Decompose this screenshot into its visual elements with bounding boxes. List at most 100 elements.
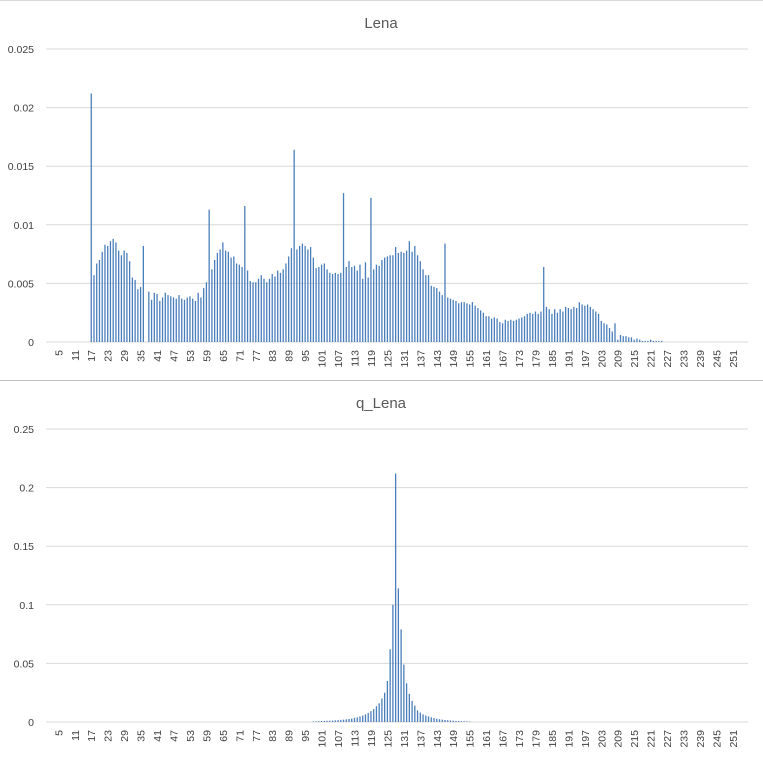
x-tick-label: 245 [711, 350, 723, 368]
histogram-bars [312, 473, 471, 722]
x-tick-label: 245 [711, 730, 723, 748]
x-tick-label: 251 [728, 730, 740, 748]
x-tick-label: 11 [70, 730, 82, 741]
y-gridlines [46, 48, 748, 343]
x-tick-label: 107 [333, 350, 345, 368]
x-tick-label: 137 [415, 730, 427, 748]
x-tick-label: 101 [317, 730, 329, 748]
x-tick-label: 47 [169, 730, 181, 742]
x-tick-label: 59 [201, 730, 213, 742]
x-tick-label: 143 [432, 350, 444, 368]
y-axis-ticks: 0 0.05 0.1 0.15 0.2 0.25 [14, 424, 35, 729]
x-tick-label: 89 [284, 350, 296, 362]
x-axis-ticks: 5 11 17 23 29 35 41 47 53 59 65 71 77 83 89 95 101 107 113… [53, 350, 740, 368]
x-tick-label: 119 [366, 350, 378, 367]
x-tick-label: 155 [465, 350, 477, 368]
top-border [0, 0, 763, 1]
x-tick-label: 221 [646, 350, 658, 368]
x-tick-label: 11 [70, 350, 82, 361]
x-tick-label: 251 [728, 350, 740, 368]
x-tick-label: 137 [415, 350, 427, 368]
x-tick-label: 35 [136, 730, 148, 742]
x-tick-label: 149 [448, 730, 460, 748]
x-tick-label: 17 [86, 730, 98, 742]
x-tick-label: 77 [251, 730, 263, 742]
x-tick-label: 227 [662, 730, 674, 748]
q-lena-histogram-chart: q_Lena 0 0.05 0.1 0.15 0.2 0.25 5 11 17 23 29 35 41… [0, 381, 763, 760]
x-tick-label: 179 [530, 730, 542, 748]
chart-divider [0, 380, 763, 381]
x-tick-label: 143 [432, 730, 444, 748]
y-tick-label: 0.1 [19, 600, 34, 612]
x-tick-label: 125 [382, 730, 394, 748]
x-tick-label: 209 [613, 730, 625, 748]
x-tick-label: 215 [629, 730, 641, 748]
x-tick-label: 203 [596, 730, 608, 748]
x-tick-label: 197 [580, 730, 592, 748]
x-tick-label: 167 [498, 730, 510, 748]
x-tick-label: 239 [695, 350, 707, 368]
x-tick-label: 131 [399, 350, 411, 368]
y-gridlines [46, 428, 748, 723]
x-tick-label: 161 [481, 730, 493, 748]
x-tick-label: 233 [679, 350, 691, 368]
x-tick-label: 71 [234, 350, 246, 362]
y-tick-label: 0.25 [14, 424, 35, 436]
x-tick-label: 191 [563, 730, 575, 748]
x-tick-label: 155 [465, 730, 477, 748]
x-tick-label: 203 [596, 350, 608, 368]
x-tick-label: 41 [152, 350, 164, 362]
x-tick-label: 83 [267, 730, 279, 742]
y-tick-label: 0.025 [8, 44, 34, 56]
y-tick-label: 0.02 [14, 103, 35, 115]
x-tick-label: 113 [349, 730, 361, 747]
x-tick-label: 65 [218, 730, 230, 742]
x-tick-label: 239 [695, 730, 707, 748]
x-tick-label: 113 [349, 350, 361, 367]
x-tick-label: 125 [382, 350, 394, 368]
x-tick-label: 191 [563, 350, 575, 368]
x-tick-label: 35 [136, 350, 148, 362]
x-tick-label: 131 [399, 730, 411, 748]
x-tick-label: 83 [267, 350, 279, 362]
x-tick-label: 23 [103, 350, 115, 362]
x-tick-label: 185 [547, 350, 559, 368]
x-tick-label: 71 [234, 730, 246, 742]
y-tick-label: 0.005 [8, 278, 34, 290]
x-tick-label: 149 [448, 350, 460, 368]
x-tick-label: 29 [119, 350, 131, 362]
x-tick-label: 95 [300, 730, 312, 742]
x-tick-label: 233 [679, 730, 691, 748]
x-tick-label: 53 [185, 350, 197, 362]
y-tick-label: 0.015 [8, 161, 34, 173]
x-tick-label: 53 [185, 730, 197, 742]
histogram-bars [90, 93, 663, 342]
x-tick-label: 47 [169, 350, 181, 362]
x-axis-ticks: 5 11 17 23 29 35 41 47 53 59 65 71 77 83 89 95 101 107 113… [53, 730, 740, 748]
chart-title: Lena [364, 15, 398, 32]
x-tick-label: 197 [580, 350, 592, 368]
x-tick-label: 209 [613, 350, 625, 368]
x-tick-label: 95 [300, 350, 312, 362]
x-tick-label: 5 [53, 350, 65, 356]
y-tick-label: 0 [28, 337, 34, 349]
y-tick-label: 0.15 [14, 541, 35, 553]
y-tick-label: 0.05 [14, 658, 35, 670]
x-tick-label: 59 [201, 350, 213, 362]
y-tick-label: 0.2 [19, 483, 34, 495]
q-lena-histogram-svg: q_Lena 0 0.05 0.1 0.15 0.2 0.25 5 11 17 23 29 35 41… [14, 395, 748, 748]
x-tick-label: 119 [366, 730, 378, 747]
x-tick-label: 167 [498, 350, 510, 368]
x-tick-label: 65 [218, 350, 230, 362]
x-tick-label: 173 [514, 730, 526, 748]
x-tick-label: 101 [317, 350, 329, 368]
x-tick-label: 29 [119, 730, 131, 742]
x-tick-label: 41 [152, 730, 164, 742]
chart-title: q_Lena [356, 395, 407, 412]
x-tick-label: 89 [284, 730, 296, 742]
x-tick-label: 23 [103, 730, 115, 742]
lena-histogram-svg: Lena 0 0.005 0.01 0.015 0.02 0.025 5 11 17 23 29 3… [8, 15, 748, 368]
x-tick-label: 77 [251, 350, 263, 362]
x-tick-label: 161 [481, 350, 493, 368]
y-tick-label: 0.01 [14, 220, 35, 232]
